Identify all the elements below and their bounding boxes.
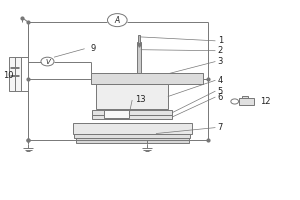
Bar	[137, 35, 140, 43]
Bar	[97, 84, 168, 109]
Text: 7: 7	[218, 123, 223, 132]
Text: 10: 10	[3, 71, 13, 80]
Text: 3: 3	[218, 57, 223, 66]
Text: 2: 2	[218, 46, 223, 55]
Text: 13: 13	[135, 96, 146, 104]
Bar	[239, 98, 254, 105]
Bar	[104, 110, 129, 118]
Bar	[92, 110, 172, 115]
Text: V: V	[45, 59, 50, 65]
Bar	[91, 73, 203, 84]
Text: A: A	[115, 16, 120, 25]
Bar	[136, 42, 141, 73]
Text: 6: 6	[218, 93, 223, 102]
Text: 1: 1	[218, 36, 223, 45]
Bar	[242, 96, 248, 98]
Bar	[92, 115, 172, 119]
Text: 5: 5	[218, 87, 223, 96]
Bar	[73, 123, 192, 134]
Text: 12: 12	[260, 97, 271, 106]
Text: 4: 4	[218, 76, 223, 85]
Bar	[9, 57, 21, 91]
Bar	[74, 134, 190, 138]
Bar	[76, 138, 189, 143]
Text: 9: 9	[91, 44, 96, 53]
